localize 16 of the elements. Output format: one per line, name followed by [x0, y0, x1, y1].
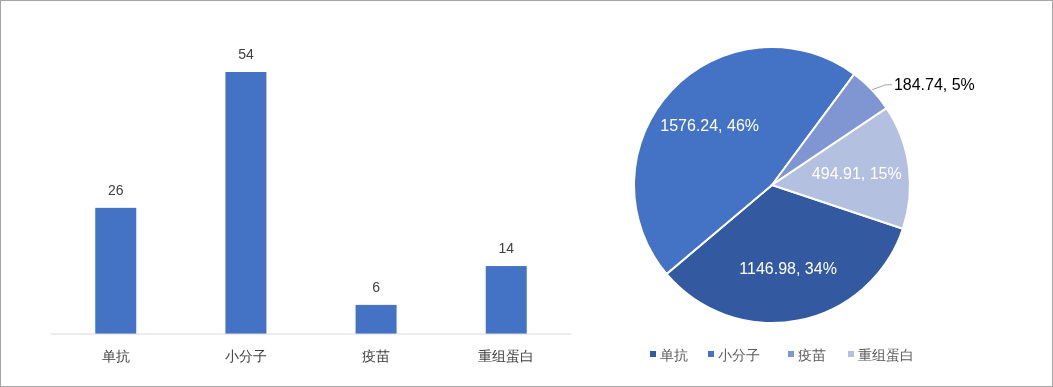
- data-label: 1576.24, 46%: [660, 117, 760, 135]
- data-label: 494.91, 15%: [811, 164, 902, 182]
- data-label: 26: [107, 181, 124, 198]
- bar: [225, 72, 267, 334]
- bar: [485, 266, 527, 334]
- x-tick-label: 疫苗: [362, 348, 391, 364]
- bar: [355, 304, 397, 334]
- data-label: 184.74, 5%: [893, 75, 975, 93]
- x-tick-label: 小分子: [224, 348, 267, 364]
- x-tick-label: 单抗: [101, 348, 130, 364]
- data-label: 1146.98, 34%: [739, 260, 837, 278]
- x-tick-label: 重组蛋白: [478, 348, 535, 364]
- data-label: 14: [498, 240, 515, 257]
- data-label: 54: [238, 46, 254, 62]
- bar: [95, 207, 137, 334]
- data-label: 6: [372, 278, 381, 295]
